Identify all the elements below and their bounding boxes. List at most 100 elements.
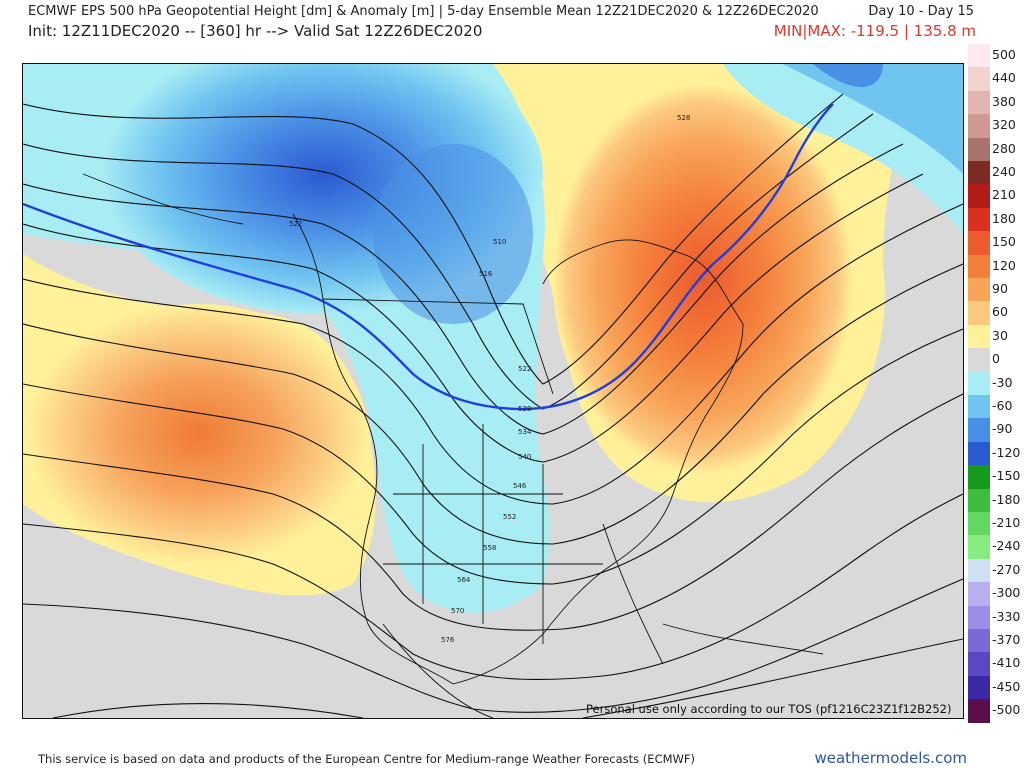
colorbar-entry: 0 <box>968 348 1020 372</box>
colorbar-swatch <box>968 629 990 653</box>
contour-label: 522 <box>518 365 531 373</box>
colorbar-entry: 120 <box>968 254 1020 278</box>
alaska-coast <box>82 173 244 225</box>
colorbar-entry: 30 <box>968 324 1020 349</box>
contour-label: 522 <box>289 220 302 228</box>
colorbar-entry: -270 <box>968 558 1021 583</box>
colorbar-swatch <box>968 535 990 559</box>
contour-label: 552 <box>503 513 516 521</box>
colorbar-swatch <box>968 675 990 700</box>
colorbar-swatch <box>968 324 990 349</box>
colorbar-swatch <box>968 90 990 115</box>
contour-label: 564 <box>457 576 471 584</box>
colorbar-swatch <box>968 582 990 606</box>
mexico-coast <box>382 623 494 718</box>
hudson-coastline <box>542 239 744 325</box>
colorbar-swatch <box>968 558 990 583</box>
coastlines <box>82 173 824 718</box>
colorbar-label: 240 <box>992 164 1016 179</box>
contour-line <box>23 113 874 410</box>
colorbar-entry: 90 <box>968 278 1020 302</box>
forecast-map: 522 528 534 540 546 552 558 564 570 576 … <box>22 63 964 719</box>
colorbar-swatch <box>968 254 990 278</box>
init-valid-time: Init: 12Z11DEC2020 -- [360] hr --> Valid… <box>28 22 483 40</box>
east-coastline <box>452 323 744 685</box>
colorbar-swatch <box>968 395 990 419</box>
anomaly-colorbar: 500 440 380 320 280 240 210 180 150 120 90 60 30 0 -30… <box>968 44 1020 724</box>
colorbar-label: -300 <box>992 585 1021 601</box>
colorbar-swatch <box>968 418 990 442</box>
contour-line <box>23 328 963 585</box>
colorbar-swatch <box>968 652 990 676</box>
colorbar-entry: -240 <box>968 535 1021 559</box>
colorbar-swatch <box>968 348 990 372</box>
hudson-trough-core <box>373 144 533 324</box>
contour-line <box>23 93 844 385</box>
colorbar-swatch <box>968 441 990 466</box>
colorbar-swatch <box>968 605 990 629</box>
colorbar-label: 150 <box>992 234 1016 250</box>
colorbar-entry: -410 <box>968 652 1021 676</box>
colorbar-swatch <box>968 278 990 302</box>
colorbar-entry: 150 <box>968 231 1020 255</box>
florida-coast <box>602 523 664 665</box>
colorbar-entry: 500 <box>968 44 1020 68</box>
colorbar-label: -270 <box>992 561 1021 577</box>
colorbar-label: -370 <box>992 632 1021 647</box>
colorbar-label: -90 <box>992 421 1013 437</box>
colorbar-swatch <box>968 184 990 208</box>
min-max-readout: MIN|MAX: -119.5 | 135.8 m <box>773 22 976 40</box>
colorbar-label: -120 <box>992 444 1021 460</box>
colorbar-label: 90 <box>992 281 1008 296</box>
contour-line <box>582 638 963 718</box>
colorbar-swatch <box>968 161 990 185</box>
contour-label: 516 <box>479 270 493 278</box>
colorbar-entry: -180 <box>968 488 1021 512</box>
contour-label: 558 <box>483 544 496 552</box>
colorbar-swatch <box>968 512 990 536</box>
colorbar-entry: -120 <box>968 441 1021 466</box>
contour-label: 510 <box>493 238 506 246</box>
colorbar-swatch <box>968 488 990 512</box>
colorbar-swatch <box>968 67 990 91</box>
colorbar-entry: -500 <box>968 699 1020 723</box>
contour-labels: 522 528 534 540 546 552 558 564 570 576 … <box>289 114 690 644</box>
colorbar-entry: -300 <box>968 582 1021 606</box>
colorbar-entry: 180 <box>968 207 1020 232</box>
colorbar-swatch <box>968 465 990 489</box>
contour-line <box>23 263 963 545</box>
colorbar-label: 0 <box>992 351 1000 367</box>
highlight-540-contour <box>23 103 834 411</box>
colorbar-label: 280 <box>992 140 1016 156</box>
colorbar-entry: -30 <box>968 371 1020 395</box>
colorbar-entry: 60 <box>968 301 1020 325</box>
colorbar-swatch <box>968 207 990 232</box>
tos-watermark: Personal use only according to our TOS (… <box>586 702 952 716</box>
contour-line <box>23 143 904 435</box>
site-link[interactable]: weathermodels.com <box>814 749 967 767</box>
west-coastline <box>292 213 454 685</box>
map-canvas: 522 528 534 540 546 552 558 564 570 576 … <box>23 64 963 718</box>
colorbar-entry: 210 <box>968 184 1020 208</box>
colorbar-entry: -90 <box>968 418 1020 442</box>
colorbar-label: -240 <box>992 538 1021 554</box>
colorbar-label: 60 <box>992 304 1008 320</box>
colorbar-label: 320 <box>992 117 1016 133</box>
contour-label: 570 <box>451 607 464 615</box>
colorbar-entry: -450 <box>968 675 1020 700</box>
colorbar-label: -410 <box>992 655 1021 671</box>
colorbar-entry: -210 <box>968 512 1021 536</box>
map-title: ECMWF EPS 500 hPa Geopotential Height [d… <box>28 4 819 19</box>
caribbean-coast <box>662 623 824 655</box>
contour-label: 534 <box>518 428 532 436</box>
colorbar-label: -180 <box>992 491 1021 507</box>
colorbar-swatch <box>968 231 990 255</box>
colorbar-label: -150 <box>992 468 1021 484</box>
colorbar-entry: 280 <box>968 137 1020 161</box>
northeast-cool-mid <box>783 64 963 174</box>
colorbar-label: 30 <box>992 327 1008 343</box>
colorbar-swatch <box>968 301 990 325</box>
colorbar-label: -210 <box>992 515 1021 530</box>
colorbar-label: 440 <box>992 70 1016 86</box>
contour-label: 528 <box>677 114 690 122</box>
